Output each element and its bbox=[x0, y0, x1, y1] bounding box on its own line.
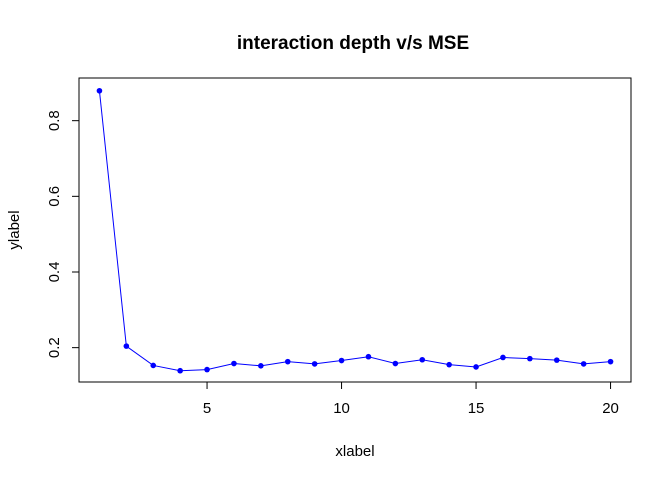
data-point bbox=[607, 358, 614, 365]
x-axis-label: xlabel bbox=[335, 443, 374, 460]
data-point bbox=[204, 366, 210, 373]
x-tick-label: 5 bbox=[203, 400, 211, 417]
series-layer bbox=[96, 87, 614, 374]
data-point bbox=[392, 360, 399, 367]
data-point bbox=[311, 361, 318, 367]
data-point bbox=[365, 353, 372, 360]
y-tick-label: 0.2 bbox=[46, 337, 63, 358]
y-axis-label: ylabel bbox=[6, 210, 23, 249]
x-tick-label: 15 bbox=[468, 400, 485, 417]
data-point bbox=[500, 354, 506, 361]
data-point bbox=[527, 355, 533, 362]
data-point bbox=[446, 361, 452, 368]
data-point bbox=[473, 364, 479, 370]
data-point bbox=[123, 343, 130, 349]
data-point bbox=[258, 363, 264, 369]
data-point bbox=[231, 360, 237, 367]
plot-frame bbox=[78, 77, 632, 383]
y-tick-label: 0.8 bbox=[46, 110, 63, 131]
y-tick-label: 0.4 bbox=[46, 262, 63, 283]
data-point bbox=[553, 357, 560, 363]
x-axis: 5 10 15 20 bbox=[203, 381, 619, 417]
x-tick-label: 20 bbox=[602, 400, 619, 417]
data-point bbox=[177, 367, 183, 374]
data-point bbox=[96, 87, 103, 94]
x-tick-label: 10 bbox=[333, 400, 350, 417]
data-point bbox=[419, 356, 426, 363]
series-line bbox=[98, 90, 611, 372]
data-point bbox=[338, 357, 345, 364]
y-axis: 0.2 0.4 0.6 0.8 bbox=[46, 110, 80, 358]
data-point bbox=[580, 361, 587, 367]
y-tick-label: 0.6 bbox=[46, 186, 63, 207]
chart-title: interaction depth v/s MSE bbox=[237, 33, 469, 54]
data-point bbox=[150, 362, 157, 369]
data-point bbox=[284, 358, 291, 365]
